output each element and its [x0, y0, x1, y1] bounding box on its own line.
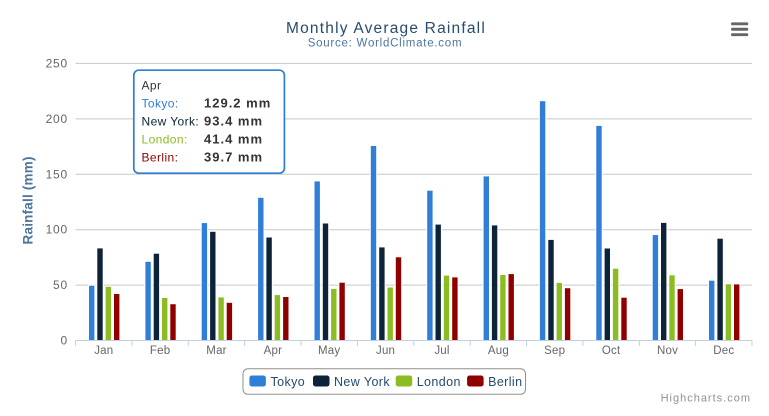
- svg-text:New York:: New York:: [142, 115, 200, 129]
- svg-text:150: 150: [46, 167, 68, 181]
- svg-text:Aug: Aug: [488, 345, 509, 357]
- svg-text:Source: WorldClimate.com: Source: WorldClimate.com: [308, 38, 463, 50]
- svg-text:London: London: [417, 375, 461, 389]
- svg-text:Berlin:: Berlin:: [142, 151, 179, 165]
- svg-text:London:: London:: [142, 133, 188, 147]
- svg-text:Oct: Oct: [602, 345, 621, 357]
- svg-text:Apr: Apr: [142, 79, 162, 93]
- svg-text:Mar: Mar: [206, 345, 226, 357]
- svg-text:250: 250: [46, 56, 68, 70]
- svg-text:Dec: Dec: [713, 345, 734, 357]
- svg-text:0: 0: [61, 334, 68, 348]
- svg-text:Nov: Nov: [657, 345, 678, 357]
- svg-text:200: 200: [46, 112, 68, 126]
- svg-text:Highcharts.com: Highcharts.com: [661, 393, 751, 405]
- svg-text:41.4 mm: 41.4 mm: [204, 132, 263, 147]
- svg-text:50: 50: [53, 278, 68, 292]
- svg-text:39.7 mm: 39.7 mm: [204, 150, 263, 165]
- svg-text:129.2 mm: 129.2 mm: [204, 96, 271, 111]
- svg-text:100: 100: [46, 223, 68, 237]
- svg-text:Jun: Jun: [376, 345, 395, 357]
- svg-text:Berlin: Berlin: [488, 375, 522, 389]
- svg-text:Feb: Feb: [150, 345, 170, 357]
- svg-text:Tokyo:: Tokyo:: [142, 97, 179, 111]
- svg-text:Apr: Apr: [264, 345, 283, 357]
- svg-text:New York: New York: [334, 375, 390, 389]
- svg-text:May: May: [318, 345, 340, 357]
- svg-text:Jan: Jan: [94, 345, 113, 357]
- svg-text:Sep: Sep: [544, 345, 565, 357]
- svg-text:Monthly Average Rainfall: Monthly Average Rainfall: [286, 20, 486, 37]
- svg-text:Jul: Jul: [434, 345, 449, 357]
- svg-text:Tokyo: Tokyo: [271, 375, 306, 389]
- svg-text:93.4 mm: 93.4 mm: [204, 114, 263, 129]
- svg-text:Rainfall (mm): Rainfall (mm): [21, 156, 36, 244]
